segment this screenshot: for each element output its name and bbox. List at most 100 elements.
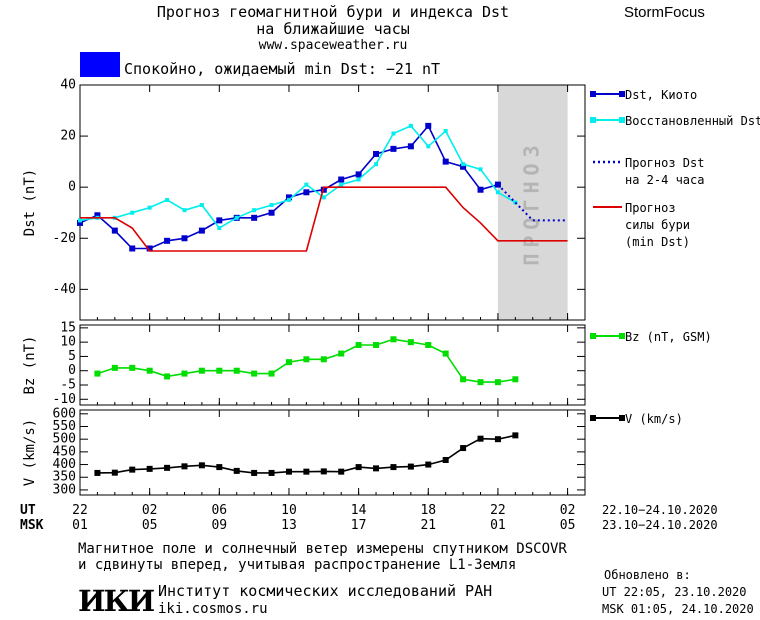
series-line — [79, 124, 516, 230]
data-point — [442, 158, 449, 165]
data-point — [303, 189, 310, 196]
y-tick-label: 5 — [68, 349, 76, 364]
data-point — [407, 339, 414, 346]
data-point — [512, 432, 519, 439]
data-point — [477, 186, 484, 193]
x-axis-msk-label: MSK — [20, 518, 44, 533]
data-point — [285, 468, 292, 475]
data-point — [146, 367, 153, 374]
data-point — [217, 226, 222, 231]
data-point — [198, 227, 205, 234]
data-point — [320, 356, 327, 363]
legend-marker — [619, 91, 625, 97]
y-tick-label: 20 — [60, 129, 76, 144]
data-point — [164, 373, 171, 380]
data-point — [111, 469, 118, 476]
legend-label: на 2-4 часа — [625, 173, 704, 187]
y-tick-label: 400 — [53, 457, 76, 472]
x-tick-label-ut: 10 — [281, 503, 297, 518]
data-point — [78, 218, 82, 223]
forecast-zone — [497, 85, 568, 320]
data-point — [233, 467, 240, 474]
data-point — [164, 464, 171, 471]
data-point — [285, 194, 292, 201]
footnote-line-2: и сдвинуты вперед, учитывая распростране… — [78, 557, 517, 573]
x-tick-label-ut: 14 — [351, 503, 367, 518]
status-text: Спокойно, ожидаемый min Dst: −21 nT — [124, 60, 441, 78]
data-point — [407, 143, 414, 150]
header-subtitle: на ближайшие часы — [256, 20, 410, 38]
data-point — [285, 359, 292, 366]
data-point — [216, 217, 223, 224]
series-line — [80, 186, 568, 252]
data-point — [321, 195, 326, 200]
data-point — [252, 208, 257, 213]
data-point — [390, 145, 397, 152]
data-point — [442, 350, 449, 357]
legend-label: Восстановленный Dst — [625, 114, 760, 128]
data-point — [477, 379, 484, 386]
data-point — [425, 461, 432, 468]
y-tick-label: -20 — [53, 231, 76, 246]
data-point — [460, 376, 467, 383]
x-axis-msk-range: 23.10−24.10.2020 — [602, 518, 718, 532]
data-point — [407, 463, 414, 470]
data-point — [303, 468, 310, 475]
data-point — [94, 370, 101, 377]
y-tick-label: -40 — [53, 282, 76, 297]
institute-url[interactable]: iki.cosmos.ru — [158, 601, 268, 617]
y-tick-label: 600 — [53, 406, 76, 421]
data-point — [338, 468, 345, 475]
institute-name: Институт космических исследований РАН — [158, 582, 493, 600]
updated-label: Обновлено в: — [604, 568, 691, 582]
data-point — [339, 182, 344, 187]
x-tick-label-msk: 05 — [560, 518, 576, 533]
x-tick-label-msk: 17 — [351, 518, 367, 533]
y-axis-title: Dst (nT) — [22, 169, 38, 236]
data-point — [130, 210, 135, 215]
legend-label: Dst, Киото — [625, 88, 697, 102]
x-axis-ut-range: 22.10−24.10.2020 — [602, 503, 718, 517]
updated-msk: MSK 01:05, 24.10.2020 — [602, 602, 754, 616]
data-point — [390, 336, 397, 343]
iki-logo: ИКИ — [78, 584, 155, 618]
x-tick-label-msk: 21 — [420, 518, 436, 533]
data-point — [408, 123, 413, 128]
data-point — [129, 364, 136, 371]
data-point — [146, 465, 153, 472]
x-tick-label-msk: 01 — [72, 518, 88, 533]
data-point — [494, 379, 501, 386]
data-point — [461, 162, 466, 167]
y-tick-label: 500 — [53, 432, 76, 447]
data-point — [303, 356, 310, 363]
x-tick-label-ut: 22 — [490, 503, 506, 518]
header-url[interactable]: www.spaceweather.ru — [258, 38, 408, 53]
data-point — [477, 435, 484, 442]
legend-label: (min Dst) — [625, 235, 690, 249]
chart-area: ПРОГНОЗ 40 20 0 -20 -40 Dst (nT) Dst, Киото Восс… — [20, 78, 760, 534]
data-point — [373, 150, 380, 157]
footnote-line-1: Магнитное поле и солнечный ветер измерен… — [78, 541, 567, 557]
data-point — [234, 215, 239, 220]
y-axis-title: Bz (nT) — [22, 335, 38, 394]
data-point — [460, 445, 467, 452]
data-point — [216, 367, 223, 374]
data-point — [512, 376, 519, 383]
y-tick-label: 0 — [68, 363, 76, 378]
legend-marker — [619, 415, 625, 421]
forecast-zone-label: ПРОГНОЗ — [519, 139, 543, 265]
data-point — [442, 456, 449, 463]
data-point — [425, 122, 432, 129]
data-point — [494, 436, 501, 443]
data-point — [129, 466, 136, 473]
legend-label: Прогноз Dst — [625, 156, 704, 170]
panel-frame — [79, 409, 586, 496]
x-tick-label-ut: 18 — [420, 503, 436, 518]
series-line — [497, 183, 568, 222]
data-point — [355, 171, 362, 178]
data-point — [513, 200, 518, 205]
y-tick-label: 300 — [53, 482, 76, 497]
data-point — [147, 205, 152, 210]
brand-name: StormFocus — [624, 4, 705, 21]
data-point — [286, 197, 291, 202]
